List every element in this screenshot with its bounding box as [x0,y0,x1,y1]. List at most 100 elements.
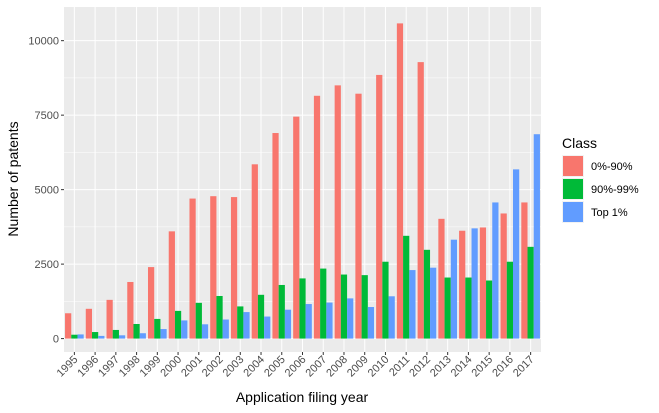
x-tick-label: 2008 [324,354,350,380]
bar [459,230,466,339]
x-tick-label: 1999 [138,354,164,380]
bar [521,202,528,339]
x-axis-title: Application filing year [236,389,369,405]
x-tick-label: 1998 [117,354,143,380]
bar [527,246,534,339]
legend-label: Top 1% [591,207,628,219]
x-tick-label: 2013 [428,354,454,380]
bar [396,23,404,339]
x-tick-label: 2017 [511,354,537,380]
bar [106,299,113,339]
bar [492,202,499,339]
x-tick-label: 2004 [241,354,267,380]
bar [77,334,84,339]
bar [293,116,300,339]
bar [465,277,472,339]
bar [230,197,238,339]
bar [334,85,341,339]
bar [139,333,146,339]
bar [313,95,321,339]
x-tick-label: 1996 [75,354,101,380]
bar [376,74,383,339]
y-tick-label: 10000 [28,36,59,48]
bar [71,334,78,339]
bar [257,294,265,339]
legend-label: 0%-90% [591,161,633,173]
bar [243,312,250,339]
bar [201,324,209,339]
bar [479,227,487,339]
x-tick-label: 2003 [221,354,247,380]
bar [189,198,196,339]
bar [361,275,368,339]
bar [367,307,375,339]
bars [65,23,540,339]
x-axis-ticks: 1995199619971998199920002001200220032004… [55,352,537,379]
y-tick-label: 0 [53,334,59,346]
bar [160,329,167,339]
x-tick-label: 2001 [179,354,205,380]
bar [264,316,271,339]
bar [112,329,119,339]
x-tick-label: 2006 [283,354,309,380]
bar [409,270,416,339]
y-tick-label: 2500 [35,259,59,271]
x-tick-label: 2000 [158,354,184,380]
legend: Class 0%-90% 90%-99% Top 1% [562,135,639,223]
legend-title: Class [562,135,597,151]
bar [210,196,217,339]
bar [347,298,354,339]
bar [195,302,202,339]
x-tick-label: 1995 [55,354,81,380]
legend-label: 90%-99% [591,184,639,196]
x-tick-label: 2010 [366,354,392,380]
bar [251,164,258,339]
bar [355,93,362,339]
y-tick-label: 7500 [35,110,59,122]
bar [272,133,279,339]
y-axis-title: Number of patents [5,121,21,236]
bar [133,323,140,339]
bar [216,295,223,339]
bar [91,332,99,339]
bar [417,62,424,339]
x-tick-label: 2016 [490,354,516,380]
bar [403,235,410,339]
y-axis-ticks: 0 2500 5000 7500 10000 [28,36,64,346]
bar [118,335,126,339]
x-tick-label: 2009 [345,354,371,380]
bar [444,277,451,339]
bar [154,318,161,339]
bar [305,304,312,339]
bar [513,169,520,339]
bar [168,231,175,339]
bar [340,274,348,339]
x-tick-label: 2005 [262,354,288,380]
x-tick-label: 2015 [469,354,495,380]
x-tick-label: 2007 [304,354,330,380]
x-tick-label: 2011 [387,354,412,379]
bar [326,302,333,339]
bar [382,261,389,339]
x-tick-label: 2014 [449,354,475,380]
x-tick-label: 1997 [96,354,122,380]
legend-swatch [563,179,583,199]
bar [450,239,458,339]
legend-swatch [563,202,583,222]
bar [222,319,229,339]
y-tick-label: 5000 [35,185,59,197]
bar [98,335,105,339]
legend-swatch [563,156,583,176]
bar [500,213,507,339]
bar [278,284,285,339]
bar [65,313,72,339]
bar [147,267,155,339]
bar [237,306,244,339]
bar [181,320,188,339]
bar [284,309,292,339]
bar [486,280,493,339]
bar [85,308,92,339]
bar [388,296,395,339]
bar [506,261,514,339]
